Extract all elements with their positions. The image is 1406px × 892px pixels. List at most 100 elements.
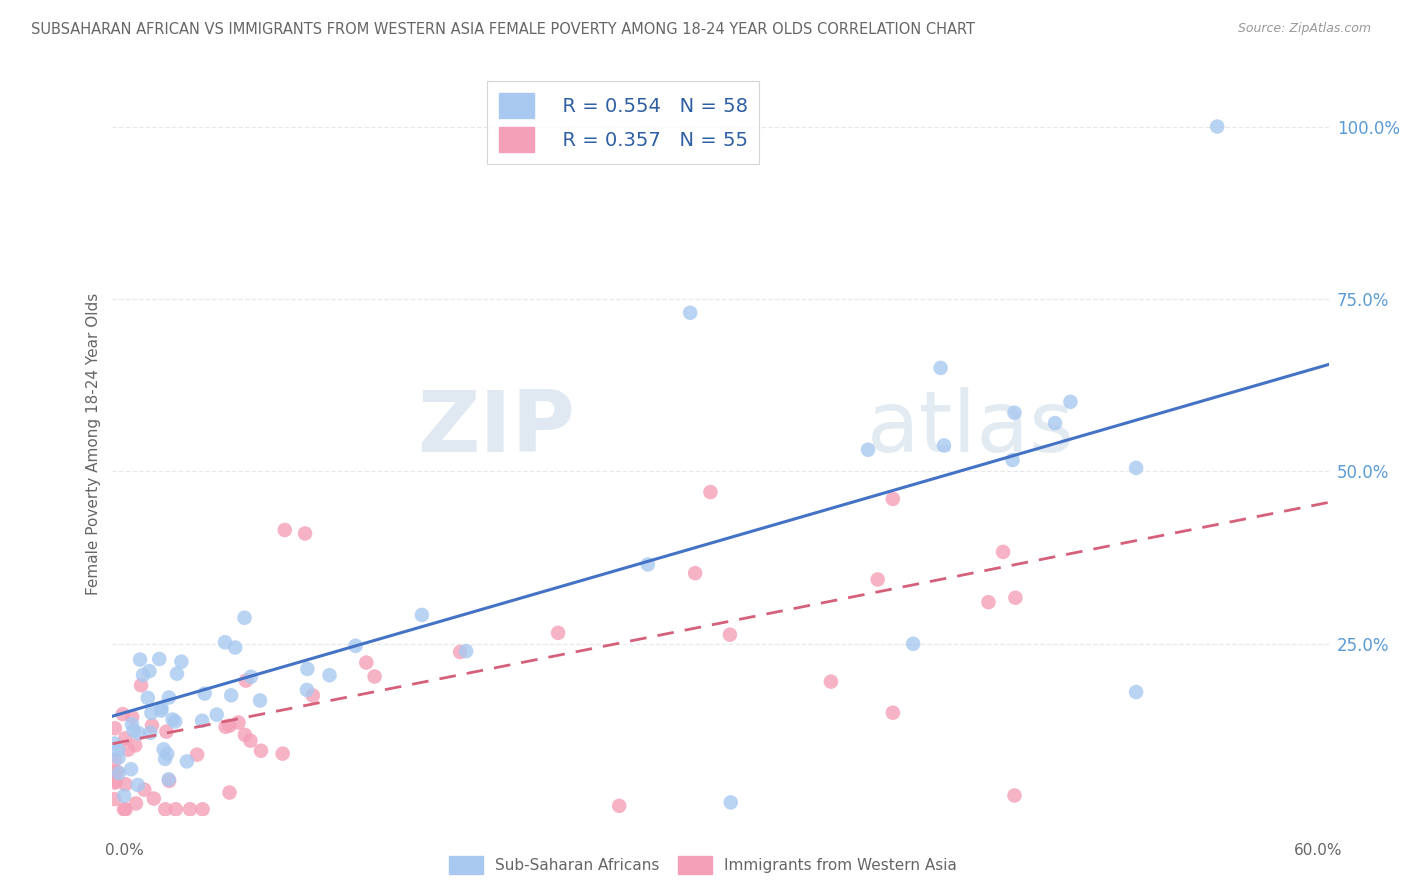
Point (250, 744, 273, 758)
Point (176, 755, 198, 769)
Point (127, 778, 149, 792)
Point (449, 645, 471, 659)
Point (214, 720, 236, 734)
Point (132, 668, 155, 682)
Point (302, 689, 325, 703)
Point (214, 635, 236, 649)
Point (224, 640, 246, 655)
Point (318, 668, 340, 682)
Point (103, 737, 125, 751)
Point (166, 666, 188, 681)
Point (235, 673, 257, 688)
Point (1004, 406, 1026, 420)
Point (218, 786, 240, 800)
Point (120, 762, 142, 776)
Point (103, 753, 125, 767)
Point (148, 652, 170, 666)
Point (932, 438, 955, 452)
Point (108, 766, 131, 780)
Point (153, 752, 176, 766)
Point (157, 690, 180, 705)
Point (105, 764, 128, 779)
Point (141, 706, 163, 720)
Point (142, 791, 165, 805)
Point (191, 714, 214, 728)
Text: atlas: atlas (866, 387, 1074, 470)
Point (124, 739, 146, 753)
Point (249, 693, 271, 707)
Point (104, 775, 127, 789)
Point (191, 802, 214, 816)
Point (121, 717, 143, 731)
Point (274, 523, 297, 537)
Point (991, 545, 1014, 559)
Point (165, 714, 187, 729)
Point (150, 704, 173, 718)
Point (718, 628, 741, 642)
Point (271, 747, 294, 761)
Point (929, 360, 952, 375)
Point (112, 802, 135, 816)
Point (218, 719, 240, 733)
Point (138, 664, 160, 678)
Point (882, 706, 904, 720)
Point (139, 726, 162, 740)
Point (363, 669, 385, 683)
Point (122, 723, 145, 738)
Point (114, 802, 136, 816)
Point (866, 573, 889, 587)
Point (1043, 416, 1066, 430)
Point (104, 721, 127, 735)
Point (1004, 591, 1026, 605)
Point (233, 728, 256, 742)
Point (155, 802, 177, 816)
Point (179, 802, 201, 816)
Point (456, 644, 478, 658)
Point (607, 798, 630, 813)
Point (1206, 120, 1229, 134)
Point (856, 442, 879, 457)
Text: Source: ZipAtlas.com: Source: ZipAtlas.com (1237, 22, 1371, 36)
Legend:   R = 0.554   N = 58,   R = 0.357   N = 55: R = 0.554 N = 58, R = 0.357 N = 55 (488, 81, 759, 164)
Point (141, 718, 163, 732)
Point (547, 625, 569, 640)
Point (107, 750, 129, 764)
Point (128, 726, 150, 740)
Y-axis label: Female Poverty Among 18-24 Year Olds: Female Poverty Among 18-24 Year Olds (86, 293, 101, 595)
Point (901, 637, 924, 651)
Point (114, 777, 136, 791)
Point (111, 707, 134, 722)
Point (170, 655, 193, 669)
Point (129, 652, 152, 666)
Point (679, 306, 702, 320)
Point (136, 690, 159, 705)
Point (165, 802, 187, 816)
Point (219, 689, 242, 703)
Point (1001, 453, 1024, 467)
Point (121, 710, 143, 724)
Text: 60.0%: 60.0% (1295, 843, 1343, 858)
Point (129, 678, 152, 692)
Point (683, 566, 706, 581)
Point (820, 674, 842, 689)
Point (114, 731, 136, 746)
Legend: Sub-Saharan Africans, Immigrants from Western Asia: Sub-Saharan Africans, Immigrants from We… (443, 850, 963, 880)
Point (1059, 394, 1081, 409)
Point (637, 558, 659, 572)
Point (699, 485, 721, 500)
Point (1125, 685, 1147, 699)
Point (297, 662, 319, 676)
Point (720, 796, 742, 810)
Point (117, 742, 139, 756)
Point (103, 792, 125, 806)
Point (186, 747, 208, 762)
Point (1125, 461, 1147, 475)
Text: ZIP: ZIP (418, 387, 575, 470)
Point (294, 526, 316, 541)
Point (157, 772, 180, 787)
Point (977, 595, 1000, 609)
Point (103, 764, 125, 779)
Point (1004, 789, 1026, 803)
Point (295, 682, 318, 697)
Text: 0.0%: 0.0% (105, 843, 145, 858)
